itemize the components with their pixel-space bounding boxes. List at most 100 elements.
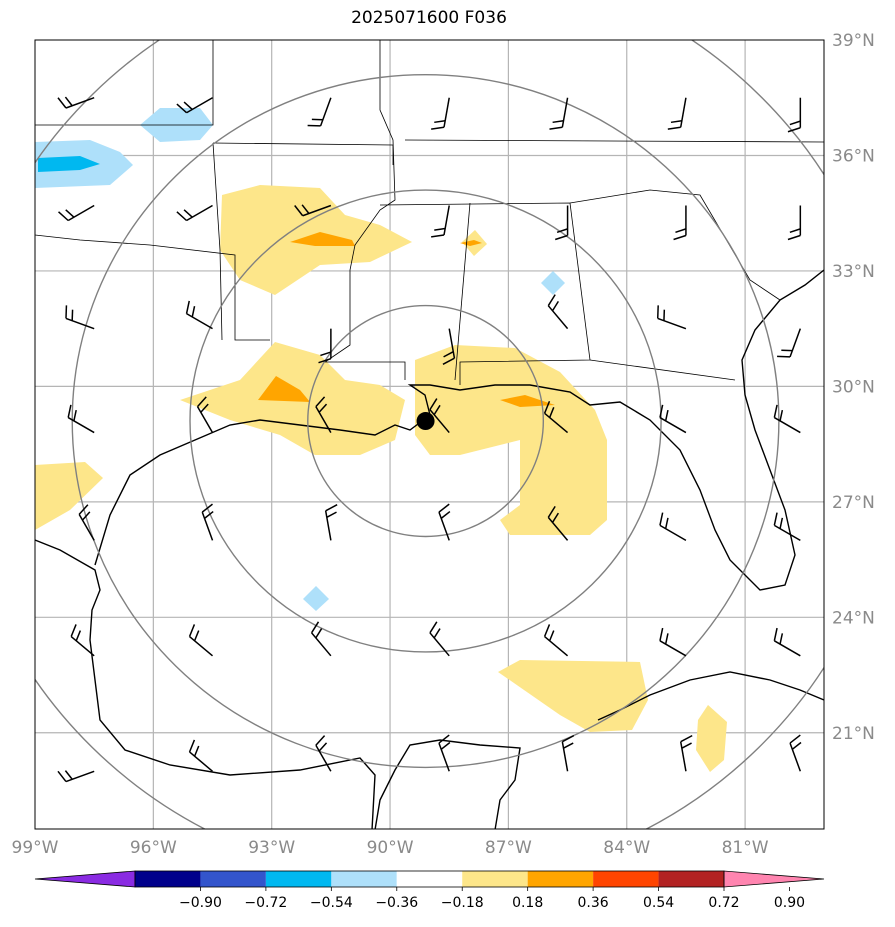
wind-barb bbox=[429, 621, 450, 657]
wind-barb bbox=[673, 205, 687, 241]
wind-barb bbox=[659, 404, 687, 434]
colorbar-tick-label: −0.72 bbox=[244, 895, 287, 911]
state-border bbox=[212, 142, 223, 341]
state-border bbox=[35, 234, 270, 341]
wind-barb bbox=[188, 739, 214, 772]
longitude-tick-label: 96°W bbox=[130, 838, 177, 858]
wind-barb bbox=[547, 294, 569, 330]
gulf-coastline bbox=[35, 539, 376, 829]
wind-barb bbox=[315, 735, 332, 772]
wind-barb bbox=[324, 504, 338, 541]
wind-barb bbox=[294, 204, 332, 217]
texas-louisiana-coastline bbox=[94, 269, 824, 591]
positive-anomaly-region bbox=[696, 705, 727, 772]
positive-anomaly-region bbox=[415, 345, 607, 535]
wind-barb bbox=[679, 734, 693, 772]
longitude-tick-label: 87°W bbox=[485, 838, 532, 858]
longitude-tick-label: 90°W bbox=[367, 838, 414, 858]
colorbar-extend-min bbox=[34, 870, 136, 888]
colorbar-segment bbox=[658, 871, 724, 887]
wind-barb bbox=[78, 504, 95, 541]
wind-barb bbox=[773, 512, 801, 541]
wind-barb bbox=[789, 734, 802, 772]
colorbar-segment bbox=[462, 871, 528, 887]
colorbar-tick-label: −0.18 bbox=[441, 895, 484, 911]
state-border bbox=[212, 142, 394, 165]
colorbar-segment bbox=[135, 871, 201, 887]
colorbar-tick-label: 0.54 bbox=[643, 895, 674, 911]
latitude-tick-label: 21°N bbox=[832, 724, 875, 744]
map-title: 2025071600 F036 bbox=[351, 8, 507, 28]
wind-barb bbox=[185, 300, 213, 330]
colorbar-tick-label: −0.54 bbox=[310, 895, 353, 911]
state-border bbox=[404, 139, 824, 143]
wind-barb bbox=[431, 205, 450, 238]
wind-barb bbox=[787, 97, 802, 133]
wind-barb bbox=[307, 97, 332, 127]
negative-anomaly-region bbox=[541, 271, 565, 295]
wind-barb bbox=[543, 624, 569, 657]
state-border bbox=[589, 359, 736, 381]
wind-barb bbox=[318, 328, 332, 364]
strong-positive-region bbox=[500, 395, 555, 407]
longitude-tick-label: 99°W bbox=[12, 838, 59, 858]
wind-barb bbox=[656, 305, 687, 330]
colorbar: −0.90 −0.72 −0.54 −0.36 −0.18 0.18 0.36 0.54 0.7… bbox=[34, 870, 825, 911]
map-frame bbox=[34, 39, 825, 830]
negative-anomaly-region bbox=[303, 586, 329, 611]
wind-barb bbox=[57, 770, 95, 783]
wind-barb bbox=[438, 503, 451, 541]
wind-barb bbox=[543, 400, 569, 434]
strong-negative-region bbox=[38, 156, 100, 172]
colorbar-tick-label: 0.72 bbox=[708, 895, 739, 911]
latitude-tick-label: 30°N bbox=[832, 377, 875, 397]
map-plot-area bbox=[35, 40, 824, 829]
colorbar-tick-label: 0.90 bbox=[774, 895, 805, 911]
wind-barb bbox=[176, 204, 213, 222]
wind-barb bbox=[554, 205, 569, 241]
colorbar-segment bbox=[527, 871, 594, 887]
wind-barb bbox=[315, 396, 332, 433]
strong-positive-region bbox=[258, 376, 310, 402]
wind-barb bbox=[549, 97, 569, 130]
wind-barb bbox=[70, 624, 95, 657]
wind-barb bbox=[777, 328, 802, 358]
positive-anomaly-region bbox=[498, 660, 648, 732]
longitude-tick-label: 93°W bbox=[248, 838, 295, 858]
strong-positive-region bbox=[290, 232, 355, 246]
latitude-tick-label: 27°N bbox=[832, 493, 875, 513]
wind-barb bbox=[201, 503, 214, 541]
state-border bbox=[569, 189, 781, 301]
wind-barb bbox=[429, 398, 450, 434]
wind-barb bbox=[773, 404, 801, 434]
wind-barb bbox=[547, 505, 569, 541]
state-border bbox=[454, 202, 471, 381]
wind-barb bbox=[57, 96, 95, 109]
wind-barb bbox=[659, 512, 687, 541]
yucatan-coastline bbox=[374, 739, 521, 829]
wind-barb bbox=[773, 627, 801, 657]
colorbar-segment bbox=[593, 871, 659, 887]
wind-barb bbox=[561, 734, 575, 772]
colorbar-tick-label: 0.36 bbox=[578, 895, 609, 911]
state-border bbox=[35, 40, 214, 126]
wind-barb bbox=[67, 404, 95, 434]
colorbar-tick-label: −0.36 bbox=[375, 895, 418, 911]
wind-barb bbox=[310, 621, 332, 657]
latitude-tick-label: 33°N bbox=[832, 262, 875, 282]
wind-barb bbox=[787, 205, 802, 241]
wind-barb bbox=[659, 627, 687, 657]
colorbar-segment bbox=[331, 871, 397, 887]
wind-barb bbox=[431, 97, 450, 130]
positive-anomaly-region bbox=[35, 462, 103, 530]
latitude-tick-label: 24°N bbox=[832, 608, 875, 628]
state-border bbox=[323, 40, 406, 380]
colorbar-segment bbox=[396, 871, 463, 887]
colorbar-tick-label: 0.18 bbox=[512, 895, 543, 911]
wind-barb bbox=[188, 624, 214, 657]
wind-barb bbox=[176, 97, 213, 114]
wind-barb bbox=[667, 97, 687, 130]
wind-barb bbox=[196, 396, 214, 433]
colorbar-segment bbox=[265, 871, 332, 887]
